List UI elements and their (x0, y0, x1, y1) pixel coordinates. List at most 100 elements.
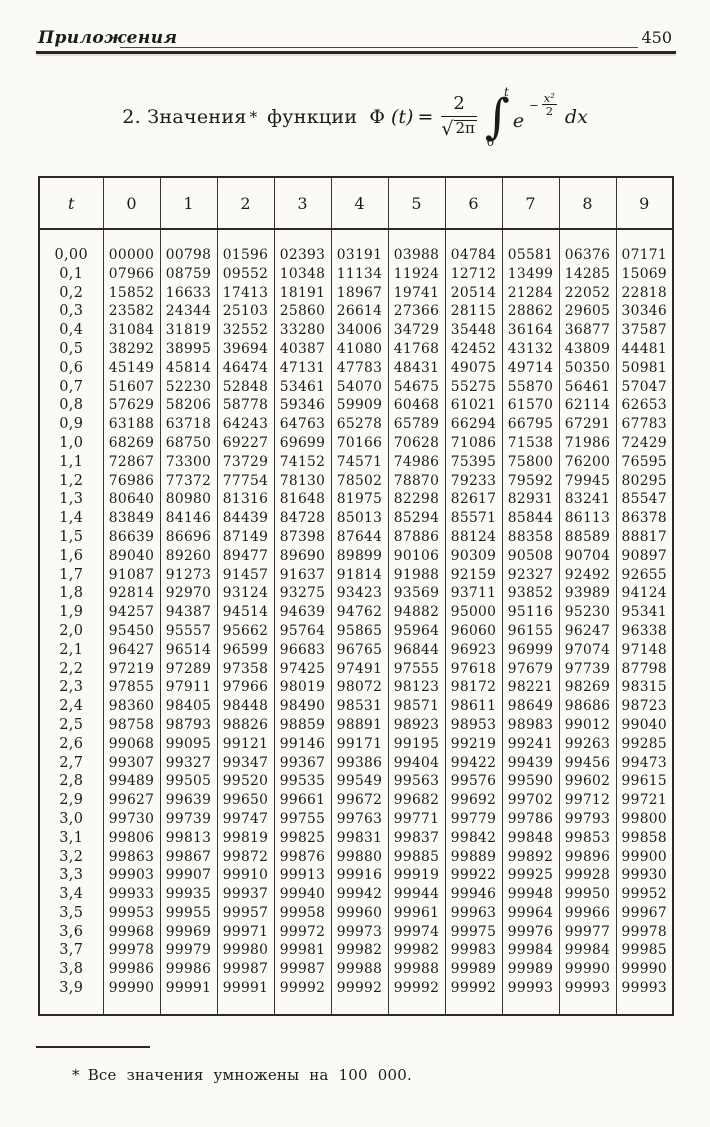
value-cell: 99975 (444, 922, 502, 942)
value-cell: 01596 (216, 229, 274, 265)
value-cell: 93569 (387, 584, 445, 604)
table-row: 2,6 99068 99095 99121 99146 99171 99195 99219 99… (38, 734, 673, 754)
value-cell: 58778 (216, 396, 274, 416)
table-row: 2,1 96427 96514 96599 96683 96765 96844 96923 96… (38, 640, 673, 660)
formula-func-arg: (t) (390, 105, 414, 128)
value-cell: 92970 (159, 584, 217, 604)
row-label-t: 0,7 (38, 377, 103, 397)
value-cell: 98269 (558, 678, 616, 698)
value-cell: 84728 (273, 509, 331, 528)
value-cell: 93275 (273, 584, 331, 604)
value-cell: 74571 (330, 452, 388, 472)
value-cell: 97855 (102, 678, 160, 698)
value-cell: 53461 (273, 377, 331, 397)
differential: dx (564, 105, 588, 128)
value-cell: 99925 (501, 866, 559, 886)
value-cell: 15069 (615, 264, 673, 284)
value-cell: 98686 (558, 697, 616, 716)
value-cell: 99692 (444, 791, 502, 810)
value-cell: 99590 (501, 772, 559, 792)
row-label-t: 3,7 (38, 941, 103, 961)
col-header-7: 7 (501, 177, 559, 230)
value-cell: 22052 (558, 283, 616, 303)
table-row: 2,8 99489 99505 99520 99535 99549 99563 99576 99… (38, 772, 673, 792)
value-cell: 99961 (387, 903, 445, 923)
value-cell: 71538 (501, 433, 559, 453)
value-cell: 76595 (615, 452, 673, 472)
sqrt-sign: √ (441, 118, 454, 141)
value-cell: 97358 (216, 659, 274, 679)
value-cell: 93711 (444, 584, 502, 604)
table-row: 3,9 99990 99991 99991 99992 99992 99992 99992 99… (38, 979, 673, 1015)
value-cell: 64243 (216, 415, 274, 434)
value-cell: 99978 (615, 922, 673, 942)
value-cell: 97219 (102, 659, 160, 679)
value-cell: 62653 (615, 396, 673, 416)
value-cell: 99779 (444, 809, 502, 829)
value-cell: 99952 (615, 885, 673, 904)
value-cell: 99422 (444, 753, 502, 773)
footnote-text: Все значения умножены на 100 000. (87, 1066, 412, 1084)
row-label-t: 0,9 (38, 415, 103, 434)
value-cell: 18191 (273, 283, 331, 303)
value-cell: 56461 (558, 377, 616, 397)
value-cell: 12712 (444, 264, 502, 284)
table-row: 3,1 99806 99813 99819 99825 99831 99837 99842 99… (38, 828, 673, 848)
value-cell: 54070 (330, 377, 388, 397)
value-cell: 65278 (330, 415, 388, 434)
value-cell: 99489 (102, 772, 160, 792)
value-cell: 99919 (387, 866, 445, 886)
value-cell: 90508 (501, 546, 559, 566)
value-cell: 67783 (615, 415, 673, 434)
value-cell: 99980 (216, 941, 274, 961)
value-cell: 99853 (558, 828, 616, 848)
value-cell: 85013 (330, 509, 388, 528)
value-cell: 57047 (615, 377, 673, 397)
value-cell: 31084 (102, 321, 160, 340)
value-cell: 99968 (102, 922, 160, 942)
col-header-1: 1 (159, 177, 217, 230)
value-cell: 99863 (102, 847, 160, 867)
value-cell: 99825 (273, 828, 331, 848)
page-number: 450 (641, 28, 672, 47)
value-cell: 99793 (558, 809, 616, 829)
value-cell: 99012 (558, 715, 616, 735)
value-cell: 99505 (159, 772, 217, 792)
exponent-fraction: x² 2 (541, 90, 557, 119)
value-cell: 99721 (615, 791, 673, 810)
row-label-t: 0,1 (38, 264, 103, 284)
value-cell: 99755 (273, 809, 331, 829)
table-row: 0,7 51607 52230 52848 53461 54070 54675 55275 55… (38, 377, 673, 397)
header-rule (36, 51, 676, 54)
value-cell: 28115 (444, 302, 502, 322)
value-cell: 96844 (387, 640, 445, 660)
value-cell: 99940 (273, 885, 331, 904)
value-cell: 05581 (501, 229, 559, 265)
value-cell: 86378 (615, 509, 673, 528)
row-label-t: 0,3 (38, 302, 103, 322)
value-cell: 07171 (615, 229, 673, 265)
value-cell: 98793 (159, 715, 217, 735)
row-label-t: 0,6 (38, 358, 103, 378)
value-cell: 99892 (501, 847, 559, 867)
table-row: 0,2 15852 16633 17413 18191 18967 19741 20514 21… (38, 283, 673, 303)
value-cell: 99739 (159, 809, 217, 829)
value-cell: 87149 (216, 527, 274, 547)
value-cell: 91457 (216, 565, 274, 585)
value-cell: 45814 (159, 358, 217, 378)
value-cell: 07966 (102, 264, 160, 284)
value-cell: 90897 (615, 546, 673, 566)
exponent-numerator: x² (543, 90, 555, 105)
table-row: 3,3 99903 99907 99910 99913 99916 99919 99922 99… (38, 866, 673, 886)
value-cell: 52230 (159, 377, 217, 397)
value-cell: 09552 (216, 264, 274, 284)
value-cell: 93989 (558, 584, 616, 604)
value-cell: 79592 (501, 471, 559, 491)
running-header: Приложения 450 (38, 28, 672, 48)
value-cell: 88589 (558, 527, 616, 547)
row-label-t: 3,3 (38, 866, 103, 886)
value-cell: 98953 (444, 715, 502, 735)
value-cell: 97679 (501, 659, 559, 679)
value-cell: 99987 (273, 960, 331, 980)
row-label-t: 1,1 (38, 452, 103, 472)
